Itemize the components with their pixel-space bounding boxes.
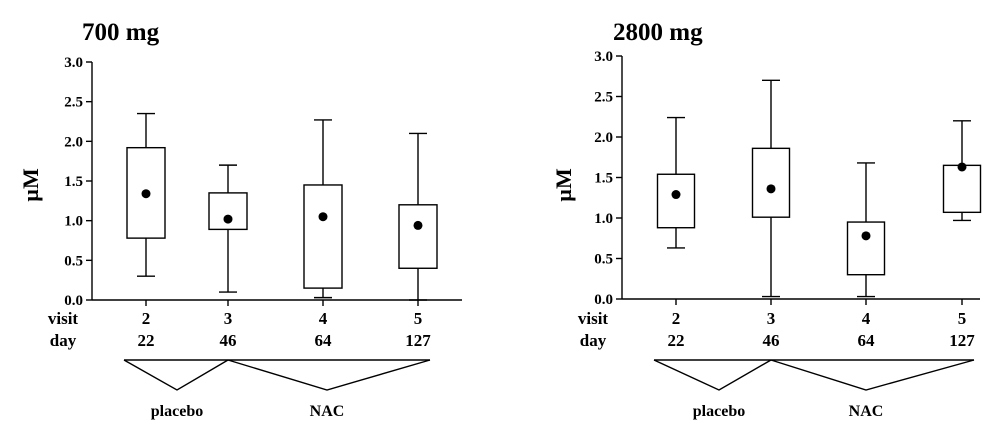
box-plot-visit-5 xyxy=(398,132,438,306)
box-plot-visit-5 xyxy=(942,120,982,305)
visit-label: 5 xyxy=(414,309,423,328)
y-tick-label: 0.0 xyxy=(64,293,83,309)
visit-label: 2 xyxy=(672,309,681,328)
iqr-box xyxy=(751,147,791,218)
visit-label: 2 xyxy=(142,309,151,328)
group-bracket-nac xyxy=(227,359,431,391)
row-label-day: day xyxy=(50,331,77,350)
mean-marker xyxy=(223,214,233,224)
day-label: 22 xyxy=(138,331,155,350)
box-plot-visit-3 xyxy=(751,79,791,305)
panel-2800mg: 2800 mg µM 0.0 0.5 1.0 1.5 2.0 2.5 3.0 visit d… xyxy=(551,19,982,420)
box-plot-visit-4 xyxy=(303,119,343,306)
y-tick-label: 3.0 xyxy=(64,55,83,71)
visit-label: 4 xyxy=(862,309,871,328)
iqr-box xyxy=(398,204,438,269)
group-label-nac: NAC xyxy=(849,403,884,420)
iqr-box xyxy=(942,164,982,214)
category-labels: visit day 2 3 4 5 22 46 64 127 xyxy=(578,309,975,350)
day-label: 64 xyxy=(315,331,333,350)
mean-marker xyxy=(141,189,151,199)
group-bracket-nac xyxy=(770,359,975,391)
visit-label: 4 xyxy=(319,309,328,328)
iqr-box xyxy=(846,221,886,276)
row-label-visit: visit xyxy=(578,309,609,328)
visit-label: 5 xyxy=(958,309,967,328)
box-plots xyxy=(656,79,982,305)
mean-marker xyxy=(671,190,681,200)
y-tick-label: 3.0 xyxy=(594,49,613,65)
y-tick-label: 1.0 xyxy=(64,214,83,230)
box-plot-visit-3 xyxy=(208,164,248,306)
y-ticks: 0.0 0.5 1.0 1.5 2.0 2.5 3.0 xyxy=(64,55,92,309)
group-brackets: placebo NAC xyxy=(123,359,431,420)
mean-marker xyxy=(766,184,776,194)
box-plot-visit-2 xyxy=(126,112,166,306)
group-label-placebo: placebo xyxy=(693,403,745,420)
y-tick-label: 1.5 xyxy=(64,174,83,190)
y-tick-label: 1.5 xyxy=(594,171,613,187)
y-tick-label: 0.5 xyxy=(594,252,613,268)
day-label: 46 xyxy=(763,331,780,350)
y-tick-label: 1.0 xyxy=(594,211,613,227)
visit-label: 3 xyxy=(224,309,233,328)
y-tick-label: 2.5 xyxy=(64,95,83,111)
panel-title: 2800 mg xyxy=(613,19,703,46)
box-plot-visit-2 xyxy=(656,116,696,305)
y-tick-label: 2.0 xyxy=(64,134,83,150)
panel-700mg: 700 mg µM 0.0 0.5 1.0 1.5 2.0 2.5 3.0 visit da… xyxy=(18,19,462,420)
mean-marker xyxy=(413,220,423,230)
mean-marker xyxy=(957,162,967,172)
group-label-placebo: placebo xyxy=(151,403,203,420)
category-labels: visit day 2 3 4 5 22 46 64 127 xyxy=(48,309,431,350)
visit-label: 3 xyxy=(767,309,776,328)
row-label-visit: visit xyxy=(48,309,79,328)
day-label: 22 xyxy=(668,331,685,350)
iqr-box xyxy=(656,173,696,229)
box-plots xyxy=(126,112,438,306)
iqr-box xyxy=(303,184,343,289)
group-bracket-placebo xyxy=(123,359,229,391)
group-label-nac: NAC xyxy=(310,403,345,420)
group-bracket-placebo xyxy=(653,359,772,391)
day-label: 46 xyxy=(220,331,237,350)
day-label: 64 xyxy=(858,331,876,350)
y-tick-label: 0.0 xyxy=(594,292,613,308)
day-label: 127 xyxy=(949,331,975,350)
y-tick-label: 2.5 xyxy=(594,90,613,106)
day-label: 127 xyxy=(405,331,431,350)
row-label-day: day xyxy=(580,331,607,350)
y-ticks: 0.0 0.5 1.0 1.5 2.0 2.5 3.0 xyxy=(594,49,622,308)
y-axis-label: µM xyxy=(18,168,43,202)
iqr-box xyxy=(208,192,248,231)
y-tick-label: 0.5 xyxy=(64,253,83,269)
mean-marker xyxy=(861,231,871,241)
mean-marker xyxy=(318,212,328,222)
panel-title: 700 mg xyxy=(82,19,160,46)
group-brackets: placebo NAC xyxy=(653,359,975,420)
y-tick-label: 2.0 xyxy=(594,130,613,146)
y-axis-label: µM xyxy=(551,168,576,202)
box-plot-visit-4 xyxy=(846,162,886,305)
